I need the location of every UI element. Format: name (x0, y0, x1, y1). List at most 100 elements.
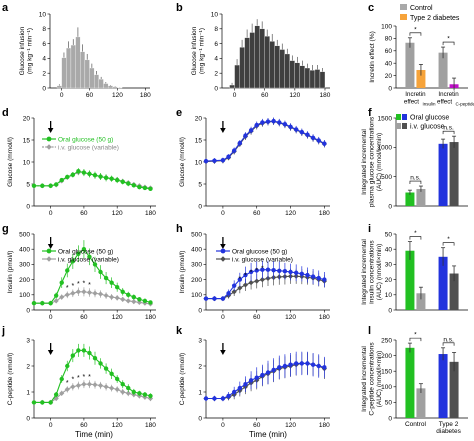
panel-k-series-0-point (248, 378, 254, 383)
panel-g-significance-star: * (77, 281, 80, 288)
panel-k-series-0-point (293, 361, 299, 366)
panel-j-series-1-point (103, 384, 109, 390)
panel-k-series-0-point (299, 361, 305, 366)
panel-e-x-tick-label: 60 (253, 210, 261, 217)
panel-a-bar (70, 44, 76, 89)
panel-b-bar (239, 47, 245, 89)
panel-j-series-0-point (65, 363, 70, 369)
panel-k-y-tick-label: 2 (198, 363, 202, 370)
panel-a-x-tick-label: 0 (60, 92, 64, 99)
legend-panel-g: Oral glucose (50 g) i.v. glucose (variab… (42, 249, 119, 264)
panel-k-x-tick-label: 0 (221, 422, 225, 429)
panel-j-series-1-point (81, 381, 87, 387)
panel-letter-l: l (368, 325, 371, 337)
panel-h-series-1-point (248, 280, 254, 286)
panel-g-series-0-point (31, 300, 37, 306)
panel-g-series-0-point (92, 262, 98, 267)
panel-j-series-0-point (92, 356, 98, 361)
panel-e-series-0-point (265, 119, 271, 124)
panel-j-x-tick-label: 0 (49, 422, 53, 429)
panel-j-y-tick-label: 2 (26, 363, 30, 370)
panel-f-y-tick-label: 500 (381, 174, 392, 181)
panel-g-series-1-point (75, 289, 81, 295)
panel-k-series-0-point (254, 375, 259, 380)
panel-l-y-tick-label: 100 (381, 384, 392, 391)
panel-h-series-0-point (305, 272, 310, 278)
panel-j-series-0-point (48, 400, 53, 405)
panel-e-y-tick-label: 15 (195, 137, 203, 144)
panel-f-y-tick-label: 0 (388, 203, 392, 210)
panel-a-bar (94, 74, 99, 89)
panel-h-series-1-line (206, 275, 325, 300)
panel-g-series-0-point (87, 254, 92, 259)
panel-a-bar (98, 78, 104, 89)
panel-k-series-0-point (231, 389, 237, 395)
panel-f-significance-bracket (442, 130, 455, 135)
panel-g-significance-star: * (88, 282, 91, 289)
panel-a-x-tick-label: 60 (86, 92, 94, 99)
panel-g-series-0-point (48, 300, 53, 306)
panel-j-series-0-point (40, 400, 45, 405)
panel-c-bar (438, 52, 448, 88)
panel-c-chart: 0 20 40 60 80 100 Incretin effect (%) * * Increti… (369, 23, 474, 106)
panel-f-bar (449, 142, 459, 206)
panel-g-significance-star: * (83, 281, 86, 288)
panel-h-significance-star: * (255, 267, 258, 274)
panel-a-bar (84, 59, 90, 89)
panel-h-arrow-head (220, 244, 226, 249)
panel-b-x-tick-label: 0 (233, 92, 237, 99)
panel-k-series-0-point (305, 361, 310, 366)
panel-h-x-tick-label: 60 (253, 314, 261, 321)
panel-f-y-axis-label: Integrated incrementalplasma glucose con… (361, 116, 383, 207)
panel-j-series-1-point (59, 390, 65, 396)
panel-a-y-tick-label: 6 (42, 41, 46, 48)
panel-k-series-0-line (206, 362, 325, 400)
panel-i-significance-bracket (409, 236, 422, 240)
panel-j-x-tick-label: 120 (112, 422, 123, 429)
panel-g-x-tick-label: 180 (145, 314, 156, 321)
panel-j-series-1-point (114, 386, 120, 392)
panel-a-y-tick-label: 10 (39, 11, 47, 18)
panel-a-bar (75, 36, 81, 89)
panel-k-x-tick-label: 120 (285, 422, 296, 429)
panel-f-significance-label: n.s. (410, 175, 421, 182)
panel-h-x-tick-label: 0 (221, 314, 225, 321)
panel-f-significance-label: n.s. (443, 125, 454, 132)
panel-k-series-0-point (271, 367, 276, 373)
panel-b-bar (279, 49, 285, 89)
panel-a-y-axis-label-line: (mg kg⁻¹ min⁻¹) (27, 28, 34, 74)
panel-e-y-tick-label: 20 (195, 115, 203, 122)
panel-b-bar (314, 69, 321, 89)
panel-j-series-1-point (86, 381, 93, 387)
panel-b-y-axis-label-line: Glucose infusion (191, 26, 198, 75)
legend-h-marker-iv (220, 256, 226, 262)
panel-l-y-tick-label: 50 (385, 400, 393, 407)
panel-d-series-0-point (109, 176, 114, 181)
panel-f-y-axis-label-line: (AUC) (mmol/l×min) (376, 133, 383, 191)
panel-letter-c: c (368, 2, 374, 14)
legend-swatch-oral-green (396, 114, 401, 120)
panel-e-series-0-point (212, 158, 217, 163)
panel-c-y-tick-label: 100 (381, 23, 392, 30)
panel-e-y-tick-label: 10 (195, 159, 203, 166)
panel-l-significance-label: n.s. (443, 336, 454, 343)
panel-g-series-0-point (131, 294, 137, 300)
panel-d-series-0-point (48, 183, 53, 188)
panel-k-series-1-line (206, 362, 325, 400)
panel-d-series-0-point (31, 183, 37, 188)
panel-h-series-1-point (231, 289, 237, 295)
panel-a-bar (103, 83, 109, 89)
panel-c-category-subscript: C-peptide (456, 102, 474, 107)
panel-d-y-tick-label: 10 (23, 159, 31, 166)
panel-c-y-tick-label: 60 (385, 48, 393, 55)
panel-e-series-0-point (310, 135, 316, 140)
panel-a-bar (112, 86, 118, 89)
panel-j-y-tick-label: 0 (26, 415, 30, 422)
panel-c-significance-bracket (409, 32, 422, 36)
panel-b-bar (309, 70, 316, 89)
panel-e-series-0-point (231, 148, 237, 153)
panel-f-bar (438, 143, 448, 206)
panel-k-series-0-point (316, 363, 321, 369)
panel-h-y-axis-label: Insulin (pmol/l) (179, 251, 186, 294)
panel-g-series-0-point (70, 259, 76, 264)
